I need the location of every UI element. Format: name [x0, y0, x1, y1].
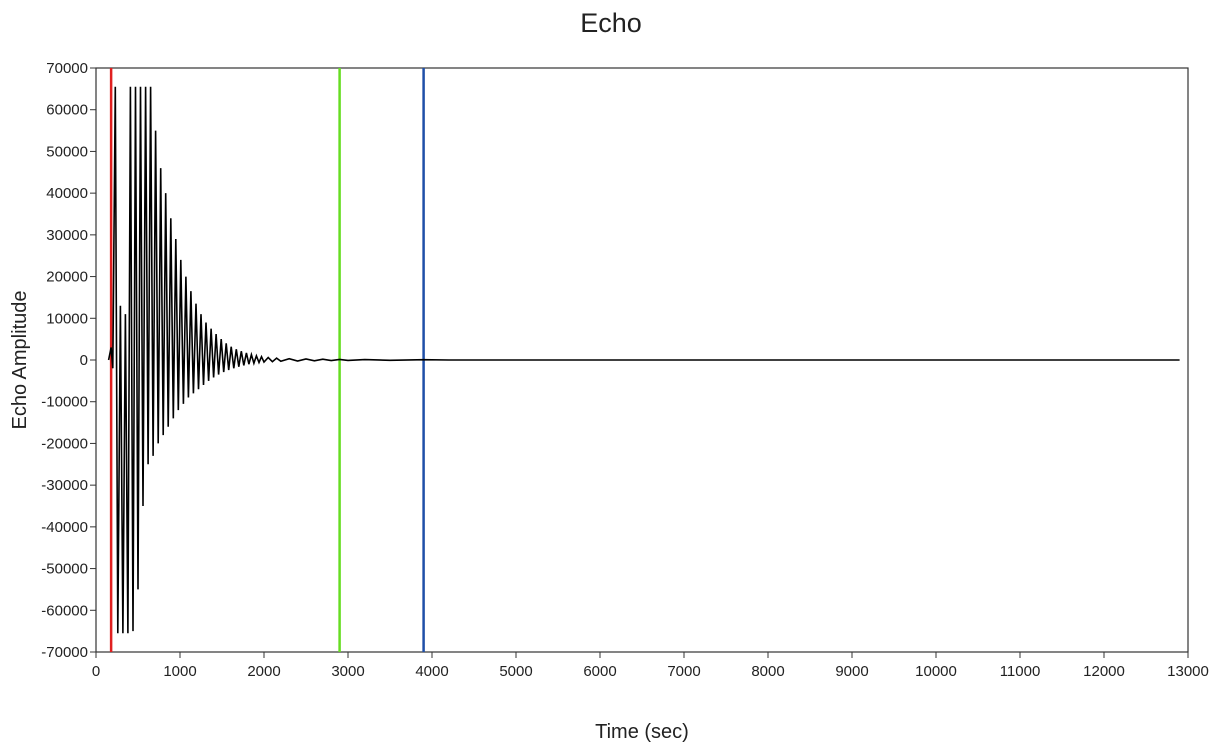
- y-tick-label: -40000: [41, 519, 88, 536]
- y-axis-ticks: 70000 60000 50000 40000 30000 20000 10000 0 -100…: [41, 60, 96, 661]
- x-tick-label: 2000: [247, 663, 280, 680]
- x-tick-label: 1000: [163, 663, 196, 680]
- x-axis-title: Time (sec): [595, 721, 689, 743]
- y-tick-label: 60000: [46, 102, 88, 119]
- y-tick-label: 10000: [46, 310, 88, 327]
- y-tick-label: 30000: [46, 227, 88, 244]
- x-tick-label: 10000: [915, 663, 957, 680]
- x-tick-label: 11000: [1000, 663, 1041, 680]
- x-tick-label: 9000: [835, 663, 868, 680]
- y-tick-label: 50000: [46, 143, 88, 160]
- y-tick-label: 70000: [46, 60, 88, 77]
- x-tick-label: 0: [92, 663, 100, 680]
- y-tick-label: 40000: [46, 185, 88, 202]
- x-tick-label: 4000: [415, 663, 448, 680]
- y-tick-label: -60000: [41, 602, 88, 619]
- x-tick-label: 5000: [499, 663, 532, 680]
- echo-signal-line: [107, 86, 1180, 634]
- chart-title: Echo: [580, 8, 642, 38]
- y-axis-title: Echo Amplitude: [9, 291, 31, 430]
- y-tick-label: -50000: [41, 561, 88, 578]
- x-tick-label: 13000: [1167, 663, 1209, 680]
- y-tick-label: 20000: [46, 269, 88, 286]
- y-tick-label: -70000: [41, 644, 88, 661]
- x-tick-label: 7000: [667, 663, 700, 680]
- y-tick-label: 0: [80, 352, 88, 369]
- x-tick-label: 3000: [331, 663, 364, 680]
- x-tick-label: 6000: [583, 663, 616, 680]
- y-tick-label: -30000: [41, 477, 88, 494]
- x-tick-label: 8000: [751, 663, 784, 680]
- x-axis-ticks: 0 1000 2000 3000 4000 5000 6000 7000 8000 9000 100…: [92, 652, 1209, 680]
- y-tick-label: -20000: [41, 435, 88, 452]
- x-tick-label: 12000: [1083, 663, 1125, 680]
- y-tick-label: -10000: [41, 394, 88, 411]
- series-layer: [107, 86, 1180, 634]
